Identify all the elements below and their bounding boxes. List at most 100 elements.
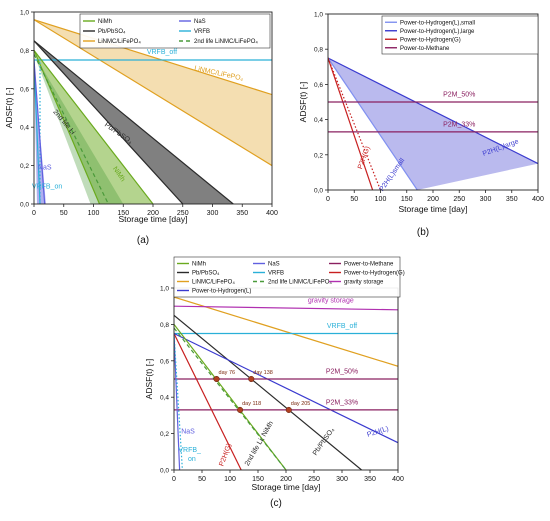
plot-area-a [34,19,272,204]
y-tick-label: 0,4 [160,395,169,402]
y-tick-label: 0,0 [20,202,29,209]
x-tick-label: 400 [266,210,278,217]
annotation-label: P2H(L)small [378,157,406,193]
legend: NiMh NaS Pb/PbSO₄ VRFB LiNMC/LiFePO₄ 2nd life… [79,13,271,49]
x-tick-label: 50 [198,476,206,483]
legend-entry: Pb/PbSO₄ [192,271,220,277]
series-line-p2h_small [328,57,418,190]
band-second [34,54,124,204]
legend-entry: 2nd life LiNMC/LiFePO₄ [194,39,258,45]
y-axis-title: ADSF(t) [-] [298,82,308,123]
legend-entry: NiMh [98,19,112,25]
annotation-label: P2M_50% [326,369,358,376]
y-tick-label: 0,4 [314,117,323,124]
series-line-nas [174,333,181,470]
legend-box [173,256,401,298]
x-tick-label: 300 [336,476,348,483]
legend-entry: gravity storage [344,280,384,286]
series-line-limn [34,19,272,96]
y-tick-label: 0,0 [314,188,323,195]
annotation-label: P2H(G) [218,443,233,468]
plot-area-c: day 76 day 138 day 118 day 205 [174,296,398,470]
legend: Power-to-Hydrogen(L),small Power-to-Hydro… [381,15,539,55]
x-axis-title: Storage time [day] [119,214,188,224]
legend-entry: Power-to-Hydrogen(L),small [400,20,475,26]
annotation-label: VRFB_on [32,184,62,191]
legend-entry: NiMh [192,262,206,268]
annotation-label: on [188,456,196,463]
x-axis-title: Storage time [day] [399,204,468,214]
panel-label: (b) [417,227,429,238]
x-axis-title: Storage time [day] [252,482,321,492]
legend-entry: Power-to-Hydrogen(G) [400,37,461,43]
annotation-label: gravity storage [308,298,354,305]
x-tick-label: 100 [224,476,236,483]
annotation-label: P2M_50% [443,92,475,99]
x-tick-label: 0 [32,210,36,217]
plot-area-b [328,57,538,190]
event-label: day 118 [242,401,261,407]
legend-entry: LiNMC/LiFePO₄ [98,39,141,45]
legend: NiMh NaS Power-to-Methane Pb/PbSO₄ VRFB Power… [173,256,405,298]
series-line-nas [34,59,46,204]
x-tick-label: 150 [401,196,413,203]
series-line-p2h_g [174,333,242,470]
y-tick-label: 0,6 [160,358,169,365]
panel-b: P2M_50%P2M_33%P2H(G) P2H(L)smallP2H(L)lar… [298,12,544,239]
y-tick-label: 0,4 [20,125,29,132]
event-label: day 138 [253,370,273,376]
annotation-label: NaS [38,164,52,171]
legend-entry: VRFB [268,271,284,277]
series-line-limn [174,296,398,367]
legend-entry: Power-to-Hydrogen(L) [192,289,251,295]
x-tick-label: 250 [177,210,189,217]
annotation-label: VRFB_ [178,447,201,454]
legend-entry: NaS [194,19,206,25]
legend-entry: NaS [268,262,280,268]
x-tick-label: 200 [147,210,159,217]
y-tick-label: 1,0 [160,286,169,293]
annotation-label: VRFB_off [327,323,357,330]
x-tick-label: 0 [172,476,176,483]
y-tick-label: 0,2 [160,431,169,438]
event-point [213,375,220,383]
legend-entry: LiNMC/LiFePO₄ [192,280,235,286]
series-line-limn [34,19,272,167]
panel-label: (a) [137,235,149,246]
x-tick-label: 350 [364,476,376,483]
event-label: day 205 [291,401,311,407]
legend-entry: Power-to-Methane [400,46,450,52]
annotation-label: P2M_33% [326,399,358,406]
x-tick-label: 100 [375,196,387,203]
x-tick-label: 300 [480,196,492,203]
series-line-pb [34,40,184,204]
series-line-p2h_large [328,57,538,165]
x-tick-label: 150 [252,476,264,483]
y-axis-title: ADSF(t) [-] [4,88,14,129]
x-tick-label: 350 [236,210,248,217]
legend-entry: VRFB [194,29,210,35]
x-tick-label: 200 [280,476,292,483]
series-line-gravity [174,305,398,311]
legend-entry: 2nd life LiNMC/LiFePO₄ [268,280,332,286]
series-line-p2h_g [328,57,374,190]
annotation-label: P2M_33% [443,122,475,129]
event-point [237,406,244,413]
x-tick-label: 50 [60,210,68,217]
annotation-label: 2nd life Li; NiMh [244,420,275,467]
series-line-vrfb [34,59,41,204]
y-tick-label: 1,0 [20,10,29,17]
x-tick-label: 100 [88,210,100,217]
panel-a: VRFB_off LiNMC/LiFePO₄ Pb/PbSO₄ 2nd life Li… [4,10,278,247]
legend-entry: Pb/PbSO₄ [98,29,126,35]
x-tick-label: 400 [532,196,544,203]
y-tick-label: 0,6 [20,86,29,93]
event-label: day 76 [219,370,236,376]
x-tick-label: 250 [308,476,320,483]
legend-box [79,13,271,49]
series-line-nimh [34,50,154,204]
series-line-pb [174,314,362,470]
x-tick-label: 250 [453,196,465,203]
legend-entry: Power-to-Methane [344,262,394,268]
